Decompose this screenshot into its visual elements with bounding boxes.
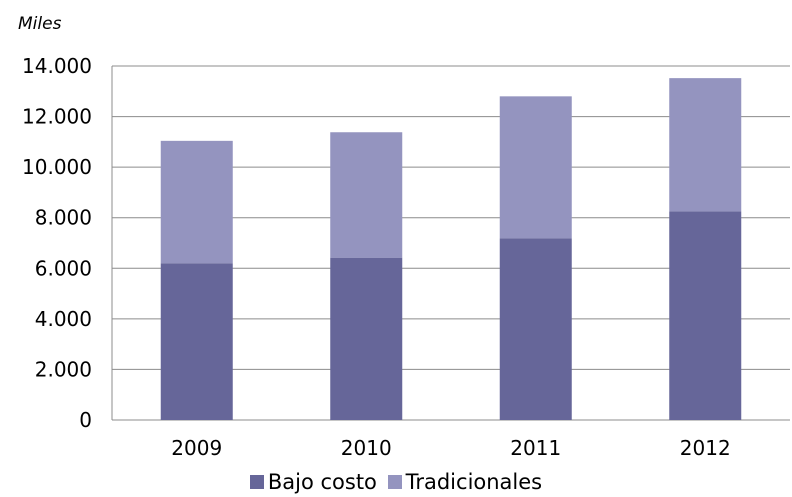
legend-item-tradicionales: Tradicionales xyxy=(387,470,543,494)
x-tick-label: 2009 xyxy=(171,436,222,460)
stacked-bar-chart: 0 2.000 4.000 6.000 8.000 10.000 12.000 14.000 2… xyxy=(22,54,790,460)
bar-tradicionales-2011 xyxy=(499,96,572,239)
bar-tradicionales-2010 xyxy=(330,132,403,258)
legend-label-tradicionales: Tradicionales xyxy=(405,470,543,494)
legend-swatch-tradicionales xyxy=(387,475,402,489)
legend-item-bajo-costo: Bajo costo xyxy=(249,470,377,494)
y-tick-label: 10.000 xyxy=(22,155,92,179)
legend: Bajo costo Tradicionales xyxy=(0,470,792,494)
y-axis-unit-label: Miles xyxy=(18,14,62,34)
bar-tradicionales-2012 xyxy=(669,78,742,212)
legend-label-bajo-costo: Bajo costo xyxy=(267,470,377,494)
y-tick-label: 0 xyxy=(79,408,92,432)
bar-bajo-costo-2010 xyxy=(330,257,403,420)
legend-swatch-bajo-costo xyxy=(249,475,264,489)
y-tick-label: 4.000 xyxy=(35,307,92,331)
x-tick-label: 2011 xyxy=(510,436,561,460)
bar-tradicionales-2009 xyxy=(160,140,233,264)
x-tick-label: 2012 xyxy=(680,436,731,460)
x-tick-label: 2010 xyxy=(341,436,392,460)
bar-bajo-costo-2011 xyxy=(499,238,572,420)
y-tick-label: 2.000 xyxy=(35,357,92,381)
y-tick-label: 14.000 xyxy=(22,54,92,78)
bar-bajo-costo-2012 xyxy=(669,211,742,420)
y-tick-label: 6.000 xyxy=(35,256,92,280)
bar-bajo-costo-2009 xyxy=(160,263,233,420)
y-tick-label: 12.000 xyxy=(22,105,92,129)
y-tick-label: 8.000 xyxy=(35,206,92,230)
